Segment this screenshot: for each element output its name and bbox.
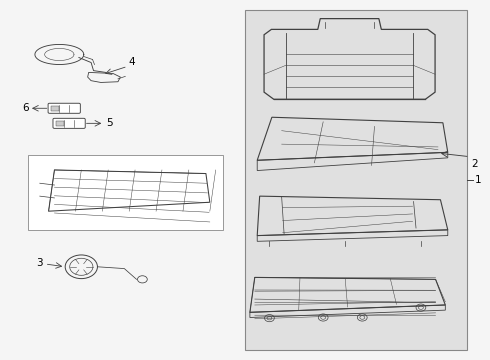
Bar [27, 155, 223, 230]
Text: 4: 4 [129, 57, 135, 67]
FancyBboxPatch shape [53, 118, 85, 129]
Text: 1: 1 [475, 175, 481, 185]
Text: 2: 2 [471, 159, 478, 169]
Text: 5: 5 [106, 118, 113, 128]
Bar [51, 106, 59, 111]
Text: 3: 3 [36, 258, 43, 268]
Bar [245, 10, 467, 350]
Bar [56, 121, 64, 126]
Text: 6: 6 [23, 103, 29, 113]
FancyBboxPatch shape [48, 103, 80, 113]
